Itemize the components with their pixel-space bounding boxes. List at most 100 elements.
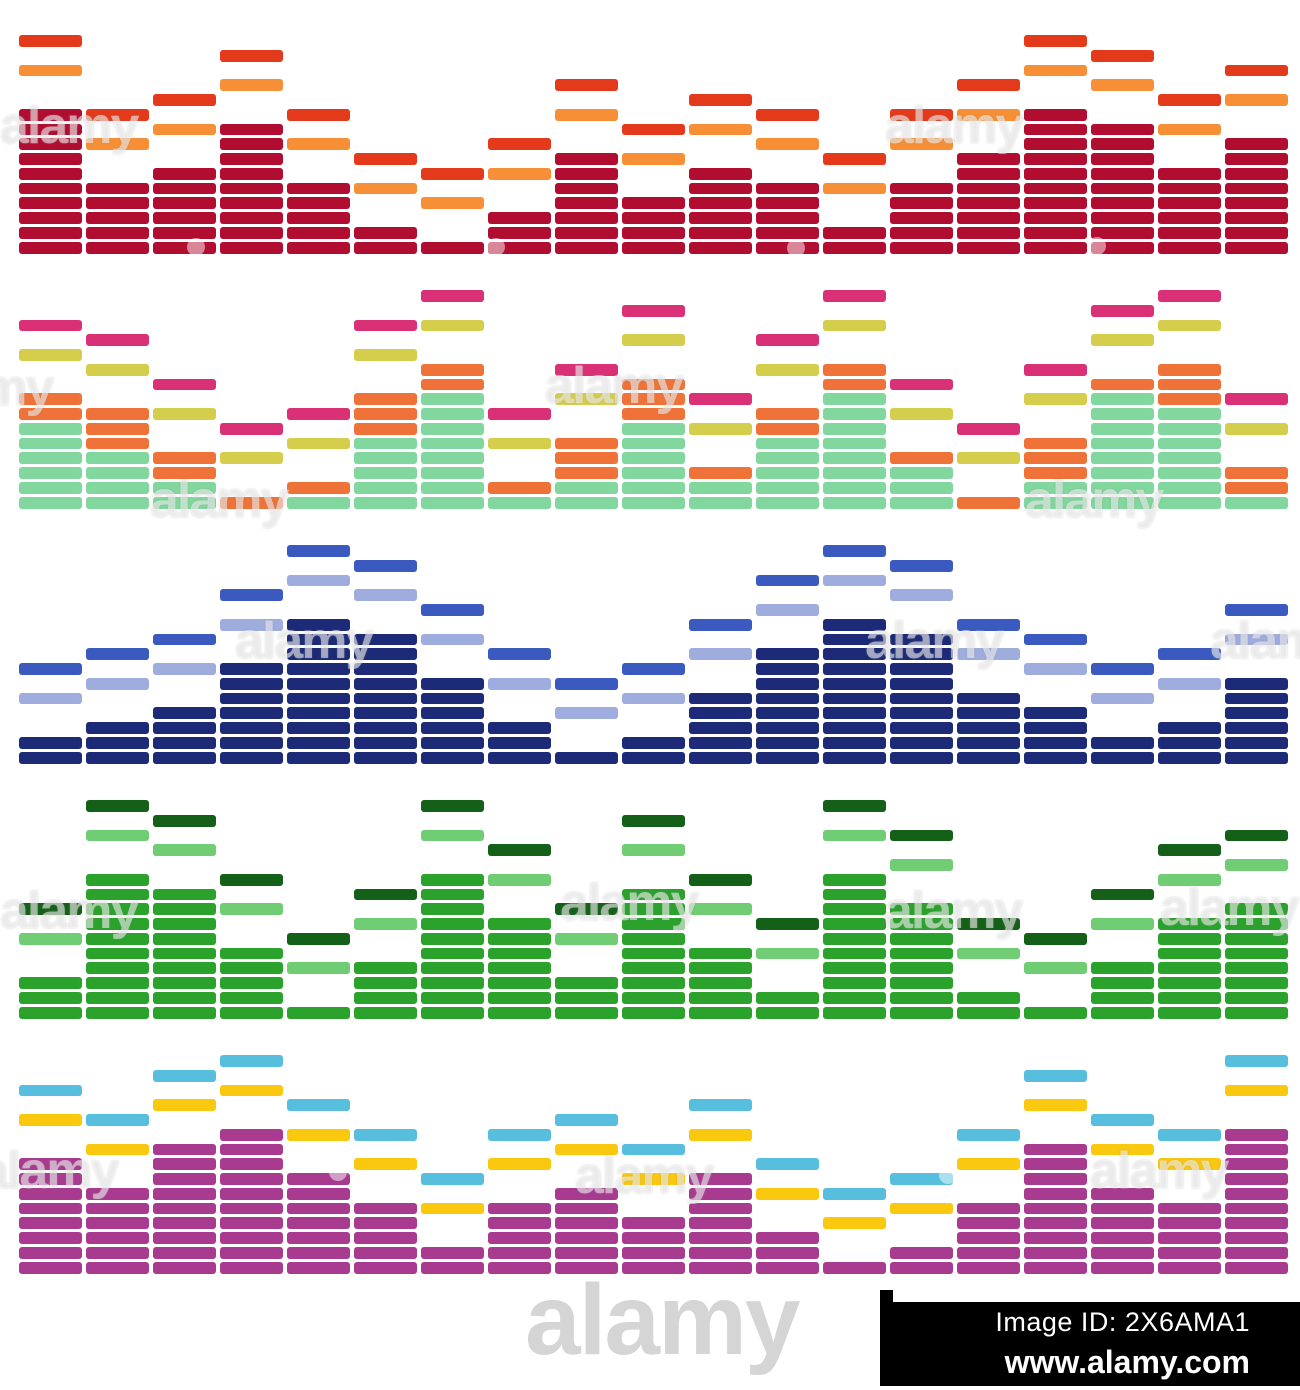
- eq-bar-light-green: [421, 422, 484, 435]
- eq-bar-dark-green: [287, 932, 350, 945]
- eq-bar-light-green: [555, 482, 618, 494]
- eq-bar-green: [86, 873, 149, 886]
- eq-bar-green: [1158, 1006, 1221, 1019]
- eq-bar-purple: [354, 1202, 417, 1215]
- eq-bar-purple: [220, 1202, 283, 1215]
- eq-bar-navy: [287, 618, 350, 631]
- eq-bar-light-green: [421, 482, 484, 494]
- eq-bar-navy: [1158, 722, 1221, 735]
- eq-bar-periwinkle: [86, 677, 149, 690]
- eq-bar-olive: [957, 452, 1020, 465]
- eq-bar-yellow: [1024, 1099, 1087, 1112]
- eq-bar-crimson: [890, 182, 953, 195]
- eq-bar-olive: [890, 408, 953, 420]
- eq-bar-green: [287, 1006, 350, 1019]
- eq-bar-light-green: [1091, 422, 1154, 435]
- eq-bar-crimson: [1024, 197, 1087, 210]
- eq-bar-purple: [153, 1187, 216, 1200]
- eq-bar-crimson: [689, 227, 752, 239]
- eq-bar-navy: [689, 707, 752, 720]
- eq-bar-medium-blue: [488, 648, 551, 661]
- eq-bar-dark-green: [890, 829, 953, 842]
- eq-bar-crimson: [287, 197, 350, 210]
- eq-bar-green: [823, 992, 886, 1004]
- eq-bar-navy: [220, 707, 283, 720]
- eq-bar-navy: [823, 707, 886, 720]
- eq-bar-navy: [957, 722, 1020, 735]
- eq-bar-yellow: [823, 1217, 886, 1230]
- eq-bar-purple: [555, 1232, 618, 1245]
- eq-bar-light-green: [622, 452, 685, 465]
- eq-bar-orange: [1024, 437, 1087, 450]
- eq-bar-light-green: [1091, 437, 1154, 450]
- eq-bar-light-green: [1158, 482, 1221, 494]
- eq-bar-pink: [1225, 393, 1288, 406]
- eq-bar-green: [19, 1006, 82, 1019]
- eq-bar-green: [756, 1006, 819, 1019]
- eq-bar-purple: [957, 1261, 1020, 1274]
- eq-bar-medium-blue: [689, 618, 752, 631]
- eq-bar-crimson: [555, 212, 618, 225]
- eq-bar-orange: [354, 422, 417, 435]
- alamy-watermark-text: alamy: [560, 874, 699, 932]
- eq-bar-purple: [1225, 1202, 1288, 1215]
- eq-bar-pink: [354, 319, 417, 332]
- eq-bar-light-green: [1091, 393, 1154, 406]
- eq-bar-crimson: [220, 197, 283, 210]
- eq-bar-crimson: [1091, 227, 1154, 239]
- eq-bar-green: [421, 932, 484, 945]
- eq-bar-light-green: [421, 829, 484, 842]
- eq-bar-navy: [354, 737, 417, 749]
- eq-bar-green: [823, 932, 886, 945]
- eq-bar-light-green: [287, 962, 350, 975]
- eq-bar-orange: [622, 153, 685, 165]
- eq-bar-orange: [19, 64, 82, 77]
- eq-bar-navy: [890, 751, 953, 764]
- eq-bar-light-green: [488, 873, 551, 886]
- eq-bar-purple: [1225, 1173, 1288, 1185]
- eq-bar-crimson: [756, 212, 819, 225]
- eq-bar-green: [421, 1006, 484, 1019]
- eq-bar-orange: [354, 408, 417, 420]
- eq-bar-crimson: [689, 167, 752, 180]
- eq-bar-light-green: [823, 393, 886, 406]
- eq-bar-green: [1091, 992, 1154, 1004]
- eq-bar-navy: [354, 722, 417, 735]
- eq-bar-crimson: [19, 138, 82, 151]
- eq-bar-crimson: [220, 123, 283, 136]
- eq-bar-purple: [555, 1217, 618, 1230]
- alamy-watermark-dot: [329, 1163, 347, 1181]
- eq-bar-crimson: [488, 227, 551, 239]
- eq-bar-yellow: [86, 1143, 149, 1156]
- eq-bar-medium-blue: [756, 574, 819, 587]
- eq-bar-navy: [957, 707, 1020, 720]
- eq-bar-dark-green: [488, 844, 551, 857]
- eq-bar-light-green: [86, 829, 149, 842]
- eq-bar-navy: [823, 663, 886, 675]
- alamy-id-bar: Image ID: 2X6AMA1 www.alamy.com: [893, 1302, 1300, 1386]
- eq-bar-navy: [890, 722, 953, 735]
- eq-bar-light-green: [287, 496, 350, 509]
- eq-bar-pink: [756, 334, 819, 347]
- eq-bar-cyan: [890, 1173, 953, 1185]
- eq-bar-navy: [957, 692, 1020, 705]
- eq-bar-purple: [220, 1128, 283, 1141]
- eq-bar-dark-green: [555, 903, 618, 916]
- eq-bar-crimson: [1091, 182, 1154, 195]
- eq-bar-crimson: [957, 197, 1020, 210]
- eq-bar-green: [421, 962, 484, 975]
- eq-bar-green: [86, 903, 149, 916]
- eq-bar-purple: [1024, 1187, 1087, 1200]
- eq-bar-orange: [622, 378, 685, 391]
- eq-bar-navy: [823, 692, 886, 705]
- eq-bar-navy: [19, 737, 82, 749]
- eq-bar-green: [153, 947, 216, 960]
- eq-bar-green: [890, 962, 953, 975]
- alamy-watermark-text: alamy: [885, 97, 1024, 155]
- eq-bar-crimson: [957, 182, 1020, 195]
- eq-bar-crimson: [1158, 212, 1221, 225]
- eq-bar-navy: [220, 692, 283, 705]
- eq-bar-dark-green: [689, 873, 752, 886]
- eq-bar-purple: [1158, 1232, 1221, 1245]
- eq-bar-light-green: [689, 482, 752, 494]
